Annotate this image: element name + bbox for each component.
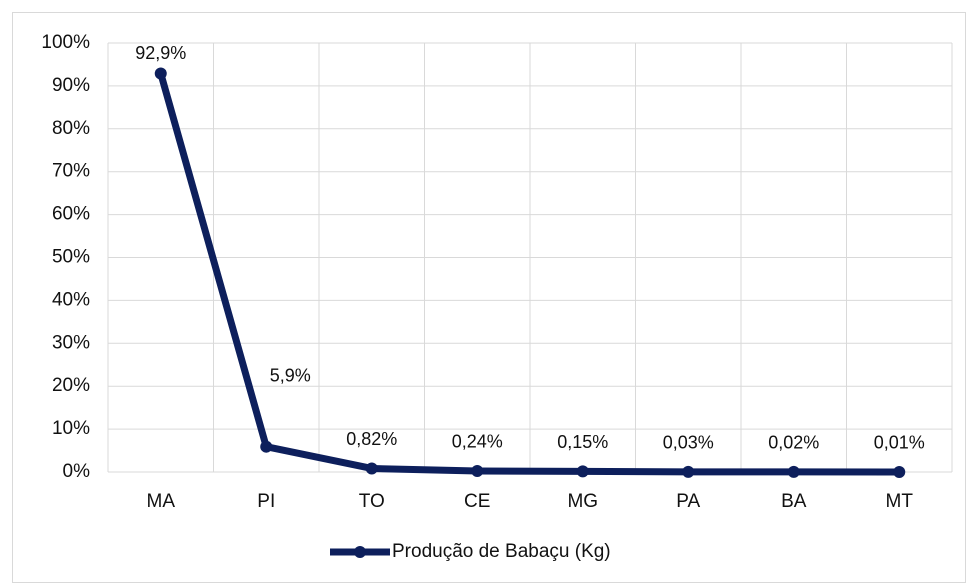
legend-label: Produção de Babaçu (Kg)	[392, 541, 611, 562]
point	[787, 465, 800, 478]
series-line	[157, 72, 900, 476]
data-label: 0,02%	[768, 433, 819, 453]
x-tick-label: MA	[147, 491, 176, 512]
data-label: 5,9%	[270, 365, 311, 385]
y-tick-label: 50%	[52, 247, 90, 268]
point	[893, 465, 906, 478]
point	[682, 465, 695, 478]
y-tick-label: 10%	[52, 418, 90, 439]
point	[260, 440, 273, 453]
data-label: 0,24%	[452, 432, 503, 452]
data-label: 0,15%	[557, 432, 608, 452]
x-tick-label: CE	[464, 491, 490, 512]
data-label: 0,03%	[663, 433, 714, 453]
data-label: 0,01%	[874, 433, 925, 453]
y-tick-label: 30%	[52, 332, 90, 353]
y-tick-label: 20%	[52, 375, 90, 396]
point	[154, 67, 167, 80]
y-tick-label: 70%	[52, 161, 90, 182]
x-tick-label: TO	[359, 491, 385, 512]
x-tick-label: MT	[886, 491, 914, 512]
y-tick-label: 40%	[52, 289, 90, 310]
y-tick-label: 100%	[41, 32, 90, 53]
point	[365, 462, 378, 475]
data-label: 0,82%	[346, 429, 397, 449]
x-tick-label: PA	[676, 491, 700, 512]
y-tick-label: 0%	[63, 461, 91, 482]
legend-marker	[354, 546, 366, 558]
y-tick-label: 90%	[52, 75, 90, 96]
data-label: 92,9%	[135, 43, 186, 63]
y-tick-label: 60%	[52, 204, 90, 225]
x-tick-label: MG	[567, 491, 598, 512]
x-tick-label: PI	[257, 491, 275, 512]
point	[471, 464, 484, 477]
x-tick-label: BA	[781, 491, 807, 512]
y-tick-label: 80%	[52, 118, 90, 139]
point	[576, 465, 589, 478]
